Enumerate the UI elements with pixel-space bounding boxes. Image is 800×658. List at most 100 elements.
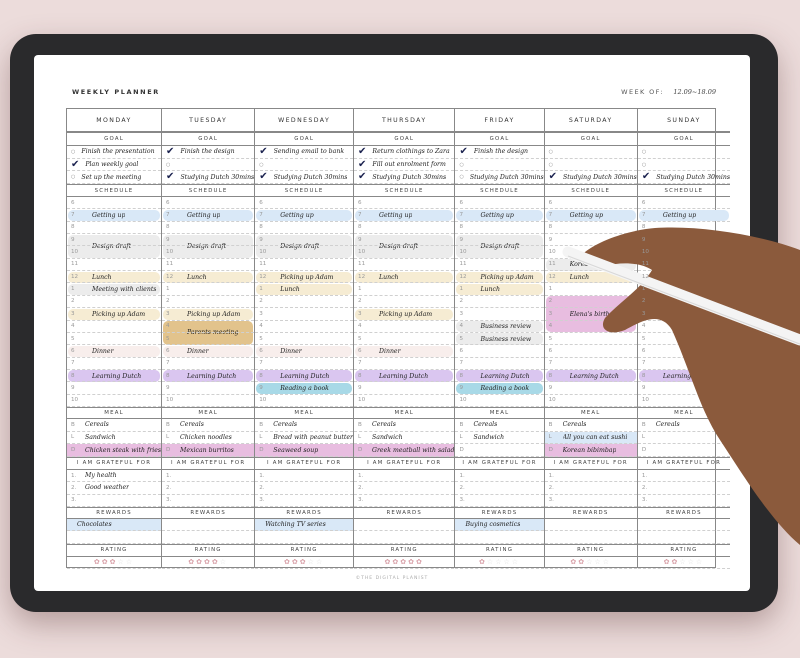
meal-item[interactable]: D: [455, 444, 544, 457]
star-filled-icon[interactable]: ✿: [101, 558, 110, 567]
event-text[interactable]: Learning Dutch: [569, 372, 619, 380]
hour-slot[interactable]: 9: [162, 382, 255, 395]
hour-slot[interactable]: 7: [637, 209, 730, 222]
hour-slot[interactable]: 12: [162, 271, 255, 284]
event-text[interactable]: Getting up: [187, 212, 221, 220]
schedule-event[interactable]: Meeting with clients: [68, 284, 161, 296]
event-text[interactable]: Learning Dutch: [187, 372, 237, 380]
star-empty-icon[interactable]: ☆: [117, 558, 126, 567]
meal-item[interactable]: L Sandwich: [354, 432, 455, 445]
goal-text[interactable]: Studying Dutch 30mins: [469, 173, 544, 181]
event-text[interactable]: Learning Dutch: [92, 372, 142, 380]
event-text[interactable]: Picking up Adam: [480, 273, 534, 281]
checkbox-unchecked-icon[interactable]: ○: [641, 161, 647, 168]
hour-slot[interactable]: 6: [455, 197, 544, 210]
hour-slot[interactable]: 3: [255, 308, 354, 321]
reward-item[interactable]: [255, 531, 354, 544]
hour-slot[interactable]: 12: [455, 271, 544, 284]
hour-slot[interactable]: 11: [354, 259, 455, 272]
reward-item[interactable]: [455, 531, 544, 544]
hour-slot[interactable]: 5: [455, 333, 544, 346]
star-empty-icon[interactable]: ☆: [486, 558, 496, 567]
event-text[interactable]: Lunch: [187, 273, 207, 281]
hour-slot[interactable]: 10: [455, 246, 544, 259]
hour-slot[interactable]: 3: [67, 308, 162, 321]
schedule-event[interactable]: Lunch: [163, 271, 254, 283]
grateful-item[interactable]: 1. My health: [67, 470, 162, 483]
hour-slot[interactable]: 6: [162, 345, 255, 358]
schedule-event[interactable]: Business review: [456, 333, 543, 345]
hour-slot[interactable]: 8: [67, 222, 162, 235]
goal-text[interactable]: Finish the design: [473, 148, 529, 156]
schedule-event[interactable]: Reading a book: [456, 382, 543, 395]
schedule-event[interactable]: Lunch: [545, 271, 636, 283]
schedule-event[interactable]: Lunch: [256, 284, 353, 296]
reward-text[interactable]: Chocolates: [77, 521, 112, 529]
checkbox-unchecked-icon[interactable]: ○: [641, 148, 647, 155]
reward-item[interactable]: [544, 519, 637, 532]
star-empty-icon[interactable]: ☆: [307, 558, 316, 567]
grateful-item[interactable]: 3.: [637, 495, 730, 507]
event-text[interactable]: Design draft: [187, 242, 227, 250]
grateful-item[interactable]: 2.: [255, 482, 354, 495]
goal-item[interactable]: ✔ Sending email to bank: [255, 145, 354, 159]
star-filled-icon[interactable]: ✿: [578, 558, 587, 567]
checkbox-unchecked-icon[interactable]: ○: [459, 161, 464, 168]
event-text[interactable]: Lunch: [480, 286, 500, 294]
hour-slot[interactable]: 6: [67, 345, 162, 358]
schedule-event[interactable]: Lunch: [355, 271, 454, 283]
hour-slot[interactable]: 2: [354, 296, 455, 309]
grateful-item[interactable]: 2.: [637, 482, 730, 495]
meal-item[interactable]: L: [637, 432, 730, 445]
hour-slot[interactable]: 11: [67, 259, 162, 272]
hour-slot[interactable]: 8: [255, 370, 354, 383]
goal-text[interactable]: Studying Dutch 30mins: [180, 173, 255, 181]
checkbox-unchecked-icon[interactable]: ○: [166, 161, 171, 168]
goal-item[interactable]: ✔ Studying Dutch 30mins: [255, 171, 354, 185]
meal-text[interactable]: Cereals: [372, 421, 396, 429]
hour-slot[interactable]: 10: [162, 395, 255, 407]
hour-slot[interactable]: 6: [162, 197, 255, 210]
star-rating[interactable]: ✿ ✿ ✿ ✿ ☆: [162, 557, 255, 569]
hour-slot[interactable]: 6: [354, 197, 455, 210]
schedule-event[interactable]: Picking up Adam: [456, 271, 543, 283]
goal-text[interactable]: Plan weekly goal: [85, 161, 139, 169]
hour-slot[interactable]: 2: [544, 296, 637, 309]
checkbox-checked-icon[interactable]: ✔: [259, 145, 268, 157]
star-filled-icon[interactable]: ✿: [663, 558, 672, 567]
grateful-item[interactable]: 3.: [544, 495, 637, 507]
grateful-item[interactable]: 2.: [544, 482, 637, 495]
grateful-item[interactable]: 2.: [354, 482, 455, 495]
goal-text[interactable]: Set up the meeting: [81, 173, 142, 181]
hour-slot[interactable]: 1: [255, 283, 354, 296]
hour-slot[interactable]: 6: [255, 197, 354, 210]
meal-text[interactable]: All you can eat sushi: [562, 433, 628, 441]
star-filled-icon[interactable]: ✿: [93, 558, 102, 567]
checkbox-checked-icon[interactable]: ✔: [459, 145, 468, 157]
goal-item[interactable]: ✔ Plan weekly goal: [67, 159, 162, 172]
event-text[interactable]: Dinner: [379, 347, 401, 355]
hour-slot[interactable]: 5: [67, 333, 162, 346]
hour-slot[interactable]: 9: [544, 234, 637, 247]
event-text[interactable]: Learning Dutch: [379, 372, 429, 380]
schedule-event[interactable]: Learning Dutch: [68, 370, 161, 382]
checkbox-unchecked-icon[interactable]: ○: [259, 161, 264, 168]
schedule-event[interactable]: Design draft: [256, 234, 353, 259]
hour-slot[interactable]: 10: [255, 246, 354, 259]
schedule-event[interactable]: Picking up Adam: [355, 308, 454, 321]
star-rating[interactable]: ✿ ✿ ☆ ☆ ☆: [637, 557, 730, 569]
goal-text[interactable]: Studying Dutch 30mins: [273, 173, 348, 181]
event-text[interactable]: Meeting with clients: [92, 286, 157, 294]
hour-slot[interactable]: 7: [354, 358, 455, 370]
meal-item[interactable]: D Seaweed soup: [255, 444, 354, 457]
grateful-item[interactable]: 3.: [354, 495, 455, 507]
hour-slot[interactable]: 7: [162, 209, 255, 222]
hour-slot[interactable]: 8: [162, 222, 255, 235]
schedule-event[interactable]: Learning Dutch: [163, 370, 254, 382]
hour-slot[interactable]: 8: [354, 222, 455, 235]
hour-slot[interactable]: 4: [67, 321, 162, 333]
hour-slot[interactable]: 8: [67, 370, 162, 383]
reward-item[interactable]: [544, 531, 637, 544]
event-text[interactable]: Getting up: [480, 212, 514, 220]
star-filled-icon[interactable]: ✿: [196, 558, 204, 567]
